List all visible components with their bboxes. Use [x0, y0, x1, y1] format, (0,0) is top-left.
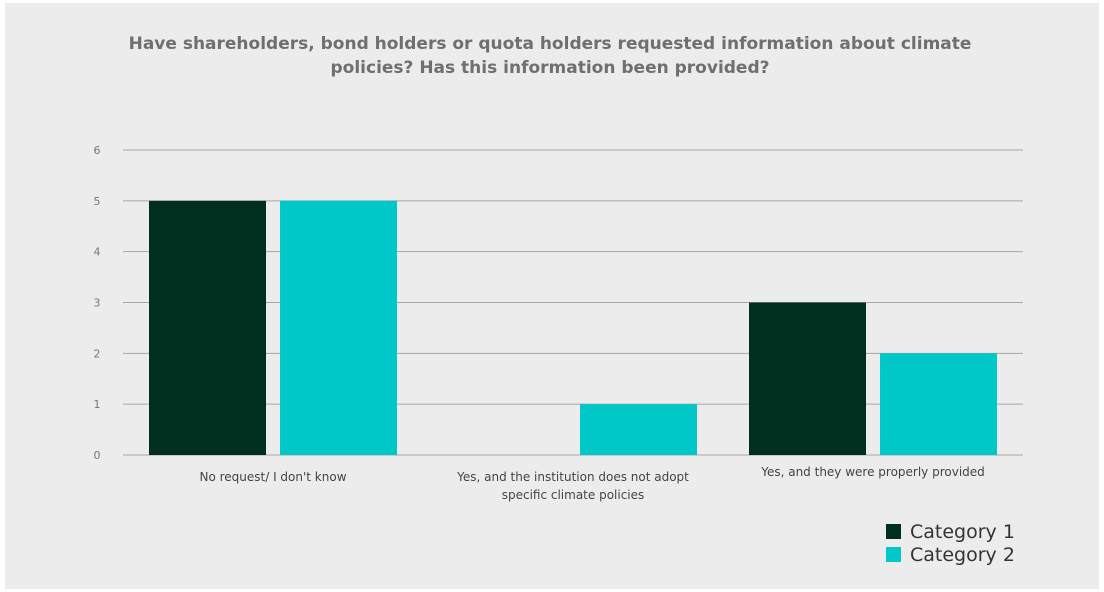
- y-tick-label: 5: [94, 195, 101, 208]
- x-tick-label: No request/ I don't know: [199, 470, 346, 484]
- y-tick-label: 4: [94, 246, 101, 259]
- chart-title: Have shareholders, bond holders or quota…: [128, 34, 972, 78]
- y-tick-label: 2: [94, 347, 101, 360]
- y-tick-label: 0: [94, 449, 101, 462]
- x-tick-label-line: Yes, and the institution does not adopt: [456, 470, 689, 484]
- bar: [880, 353, 997, 455]
- y-tick-label: 6: [94, 144, 101, 157]
- x-tick-label-line: specific climate policies: [502, 488, 645, 502]
- x-tick-label: Yes, and the institution does not adopt s…: [456, 470, 689, 502]
- legend-swatch: [886, 524, 901, 539]
- bar: [149, 200, 266, 455]
- y-tick-label: 3: [94, 297, 101, 310]
- x-tick-label-line: No request/ I don't know: [199, 470, 346, 484]
- legend-label: Category 1: [910, 521, 1015, 543]
- bar: [749, 302, 866, 455]
- legend-label: Category 2: [910, 544, 1015, 566]
- y-tick-label: 1: [94, 398, 101, 411]
- x-tick-label-line: Yes, and they were properly provided: [760, 465, 985, 479]
- bar: [280, 200, 397, 455]
- legend-swatch: [886, 547, 901, 562]
- bar: [580, 404, 697, 455]
- x-tick-label: Yes, and they were properly provided: [760, 465, 985, 479]
